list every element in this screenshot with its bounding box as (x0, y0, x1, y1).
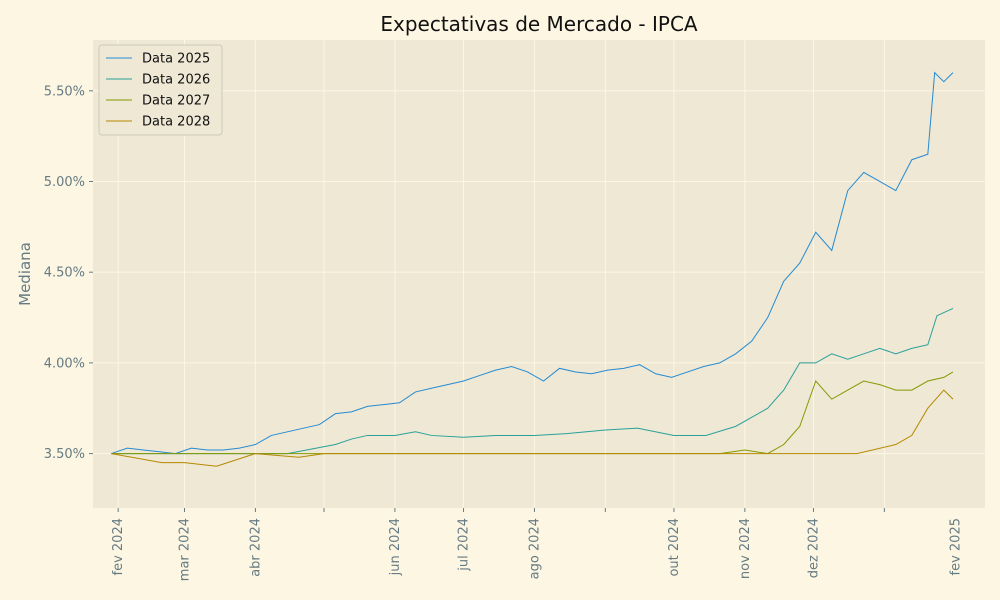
grid-lines (93, 40, 985, 508)
y-tick-label: 5.00% (44, 175, 85, 190)
legend: Data 2025 Data 2026 Data 2027 Data 2028 (98, 44, 223, 136)
legend-label: Data 2025 (142, 52, 210, 67)
series-lines (111, 71, 954, 467)
x-tick-label: out 2024 (667, 518, 682, 577)
legend-label: Data 2028 (142, 115, 210, 130)
x-tick-label: jul 2024 (457, 518, 472, 572)
y-axis-label: Mediana (16, 242, 34, 306)
x-tick-label: jun 2024 (388, 518, 403, 576)
legend-box (98, 44, 223, 136)
x-tick-label: abr 2024 (248, 518, 263, 577)
x-tick-labels: fev 2024 mar 2024 abr 2024 jun 2024 jul 2024… (111, 508, 963, 581)
x-tick-label: ago 2024 (527, 518, 542, 579)
series-line-2 (111, 308, 954, 455)
y-tick-label: 4.50% (44, 266, 85, 281)
y-tick-labels: 3.50% 4.00% 4.50% 5.00% 5.50% (44, 84, 93, 462)
y-tick-label: 5.50% (44, 84, 85, 99)
x-tick-label: fev 2025 (948, 518, 963, 575)
x-tick-label: nov 2024 (738, 518, 753, 579)
legend-label: Data 2027 (142, 94, 210, 109)
legend-label: Data 2026 (142, 73, 210, 88)
y-tick-label: 4.00% (44, 356, 85, 371)
y-tick-label: 3.50% (44, 447, 85, 462)
x-tick-label: fev 2024 (111, 518, 126, 575)
x-tick-label: dez 2024 (806, 518, 821, 578)
series-line-4 (111, 389, 954, 467)
chart-title: Expectativas de Mercado - IPCA (380, 12, 698, 36)
x-tick-label: mar 2024 (177, 518, 192, 581)
plot-area (93, 40, 985, 508)
series-line-1 (111, 71, 954, 455)
